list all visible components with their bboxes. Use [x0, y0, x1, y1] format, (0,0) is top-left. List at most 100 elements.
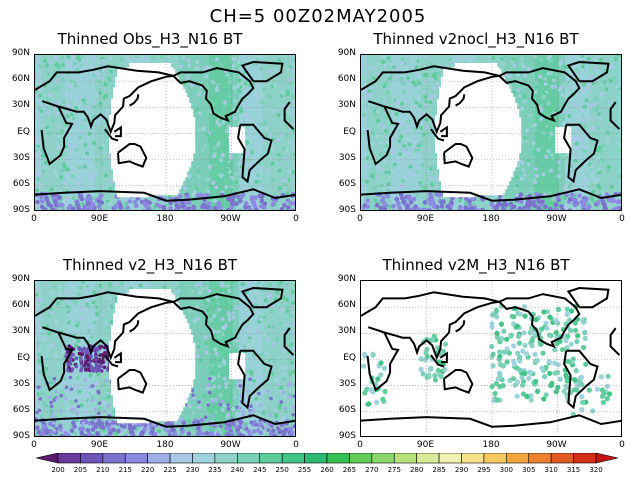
obs-dot: [573, 368, 579, 374]
obs-dot: [538, 326, 545, 332]
colorbar-segment: [371, 453, 395, 464]
obs-dot: [594, 386, 600, 392]
obs-dot: [590, 408, 596, 414]
lat-label: 60S: [338, 404, 356, 415]
panel-title: Thinned v2_H3_N16 BT: [62, 256, 238, 274]
obs-dot: [568, 341, 574, 347]
obs-dot: [428, 366, 434, 372]
obs-dot: [418, 366, 424, 372]
colorbar-segment: [80, 453, 104, 464]
lon-label: 90E: [416, 440, 435, 450]
colorbar-tick-label: 240: [231, 466, 244, 474]
obs-dot: [435, 367, 441, 374]
lat-label: 90S: [338, 205, 356, 215]
obs-dot: [546, 359, 552, 365]
coastline: [455, 320, 466, 333]
colorbar-tick-label: 315: [567, 466, 580, 474]
lon-label: 90W: [220, 440, 241, 450]
lat-label: EQ: [17, 352, 30, 363]
lat-label: 30S: [338, 152, 356, 163]
colorbar-segment: [169, 453, 193, 464]
coastline: [361, 291, 500, 317]
obs-dot: [580, 399, 586, 405]
map-area: [34, 54, 296, 211]
map-svg: [361, 55, 621, 210]
obs-dot: [600, 399, 607, 405]
coastline: [104, 128, 119, 142]
obs-dot: [527, 370, 533, 376]
obs-dot: [564, 306, 570, 312]
obs-dot: [557, 376, 563, 382]
obs-dot: [420, 371, 426, 377]
obs-dot: [522, 370, 528, 376]
lat-label: 90N: [337, 274, 356, 284]
coastline: [35, 188, 295, 202]
obs-dot: [572, 387, 578, 393]
lat-label: 30S: [12, 152, 30, 163]
obs-dot: [577, 382, 583, 388]
colorbar-tick-label: 270: [365, 466, 378, 474]
coastline: [117, 369, 148, 394]
colorbar-segment: [124, 453, 148, 464]
lon-label: 90W: [220, 214, 241, 224]
lon-label: 180: [482, 214, 500, 224]
coastline: [384, 300, 500, 361]
obs-dot: [493, 307, 499, 314]
obs-dot: [424, 346, 430, 352]
lat-label: 90N: [337, 48, 356, 58]
colorbar-tick-label: 250: [275, 466, 288, 474]
colorbar-tick-label: 295: [477, 466, 490, 474]
coastline: [35, 65, 174, 91]
colorbar-segment: [326, 453, 350, 464]
lat-label: EQ: [343, 126, 356, 137]
map-svg: [361, 281, 621, 436]
coastline: [35, 414, 295, 428]
obs-dot: [497, 384, 503, 390]
obs-dot: [498, 321, 505, 327]
coastline: [129, 320, 140, 333]
obs-dot: [568, 308, 575, 314]
obs-dot: [510, 376, 516, 382]
coastline: [384, 74, 500, 135]
obs-dot: [540, 350, 546, 356]
obs-dot: [514, 393, 520, 399]
lat-label: 90N: [11, 274, 30, 284]
colorbar-tick-label: 225: [163, 466, 176, 474]
obs-dot: [568, 327, 574, 334]
lon-label: 180: [156, 440, 174, 450]
obs-dot: [494, 397, 500, 403]
obs-dot: [517, 358, 523, 364]
colorbar-segment: [57, 453, 81, 464]
obs-dot: [515, 333, 522, 339]
coastline: [172, 293, 255, 349]
colorbar-segment: [506, 453, 530, 464]
coastline: [240, 60, 284, 83]
obs-dot: [557, 338, 563, 344]
colorbar-segment: [349, 453, 373, 464]
obs-dot: [432, 372, 438, 379]
obs-dot: [553, 389, 559, 395]
lon-label: 0: [357, 440, 363, 450]
lat-label: 30N: [11, 326, 30, 337]
colorbar-tick-label: 230: [186, 466, 199, 474]
obs-dot: [380, 396, 386, 402]
colorbar-tick-label: 285: [432, 466, 445, 474]
colorbar-tick-label: 245: [253, 466, 266, 474]
coastline: [240, 286, 284, 309]
lat-label: 30N: [11, 100, 30, 111]
lat-label: 30S: [338, 378, 356, 389]
obs-dot: [364, 386, 370, 392]
coastline: [566, 60, 610, 83]
obs-dot: [582, 329, 588, 336]
map-area: [360, 280, 622, 437]
obs-dot: [574, 338, 580, 345]
obs-dot: [553, 330, 559, 336]
lat-label: 60S: [12, 178, 30, 189]
colorbar-tick-label: 205: [74, 466, 87, 474]
obs-dot: [572, 377, 578, 383]
coastline: [283, 327, 295, 356]
obs-dot: [533, 317, 539, 323]
lat-label: 60N: [337, 74, 356, 85]
obs-dot: [517, 311, 523, 317]
obs-dot: [529, 329, 535, 335]
